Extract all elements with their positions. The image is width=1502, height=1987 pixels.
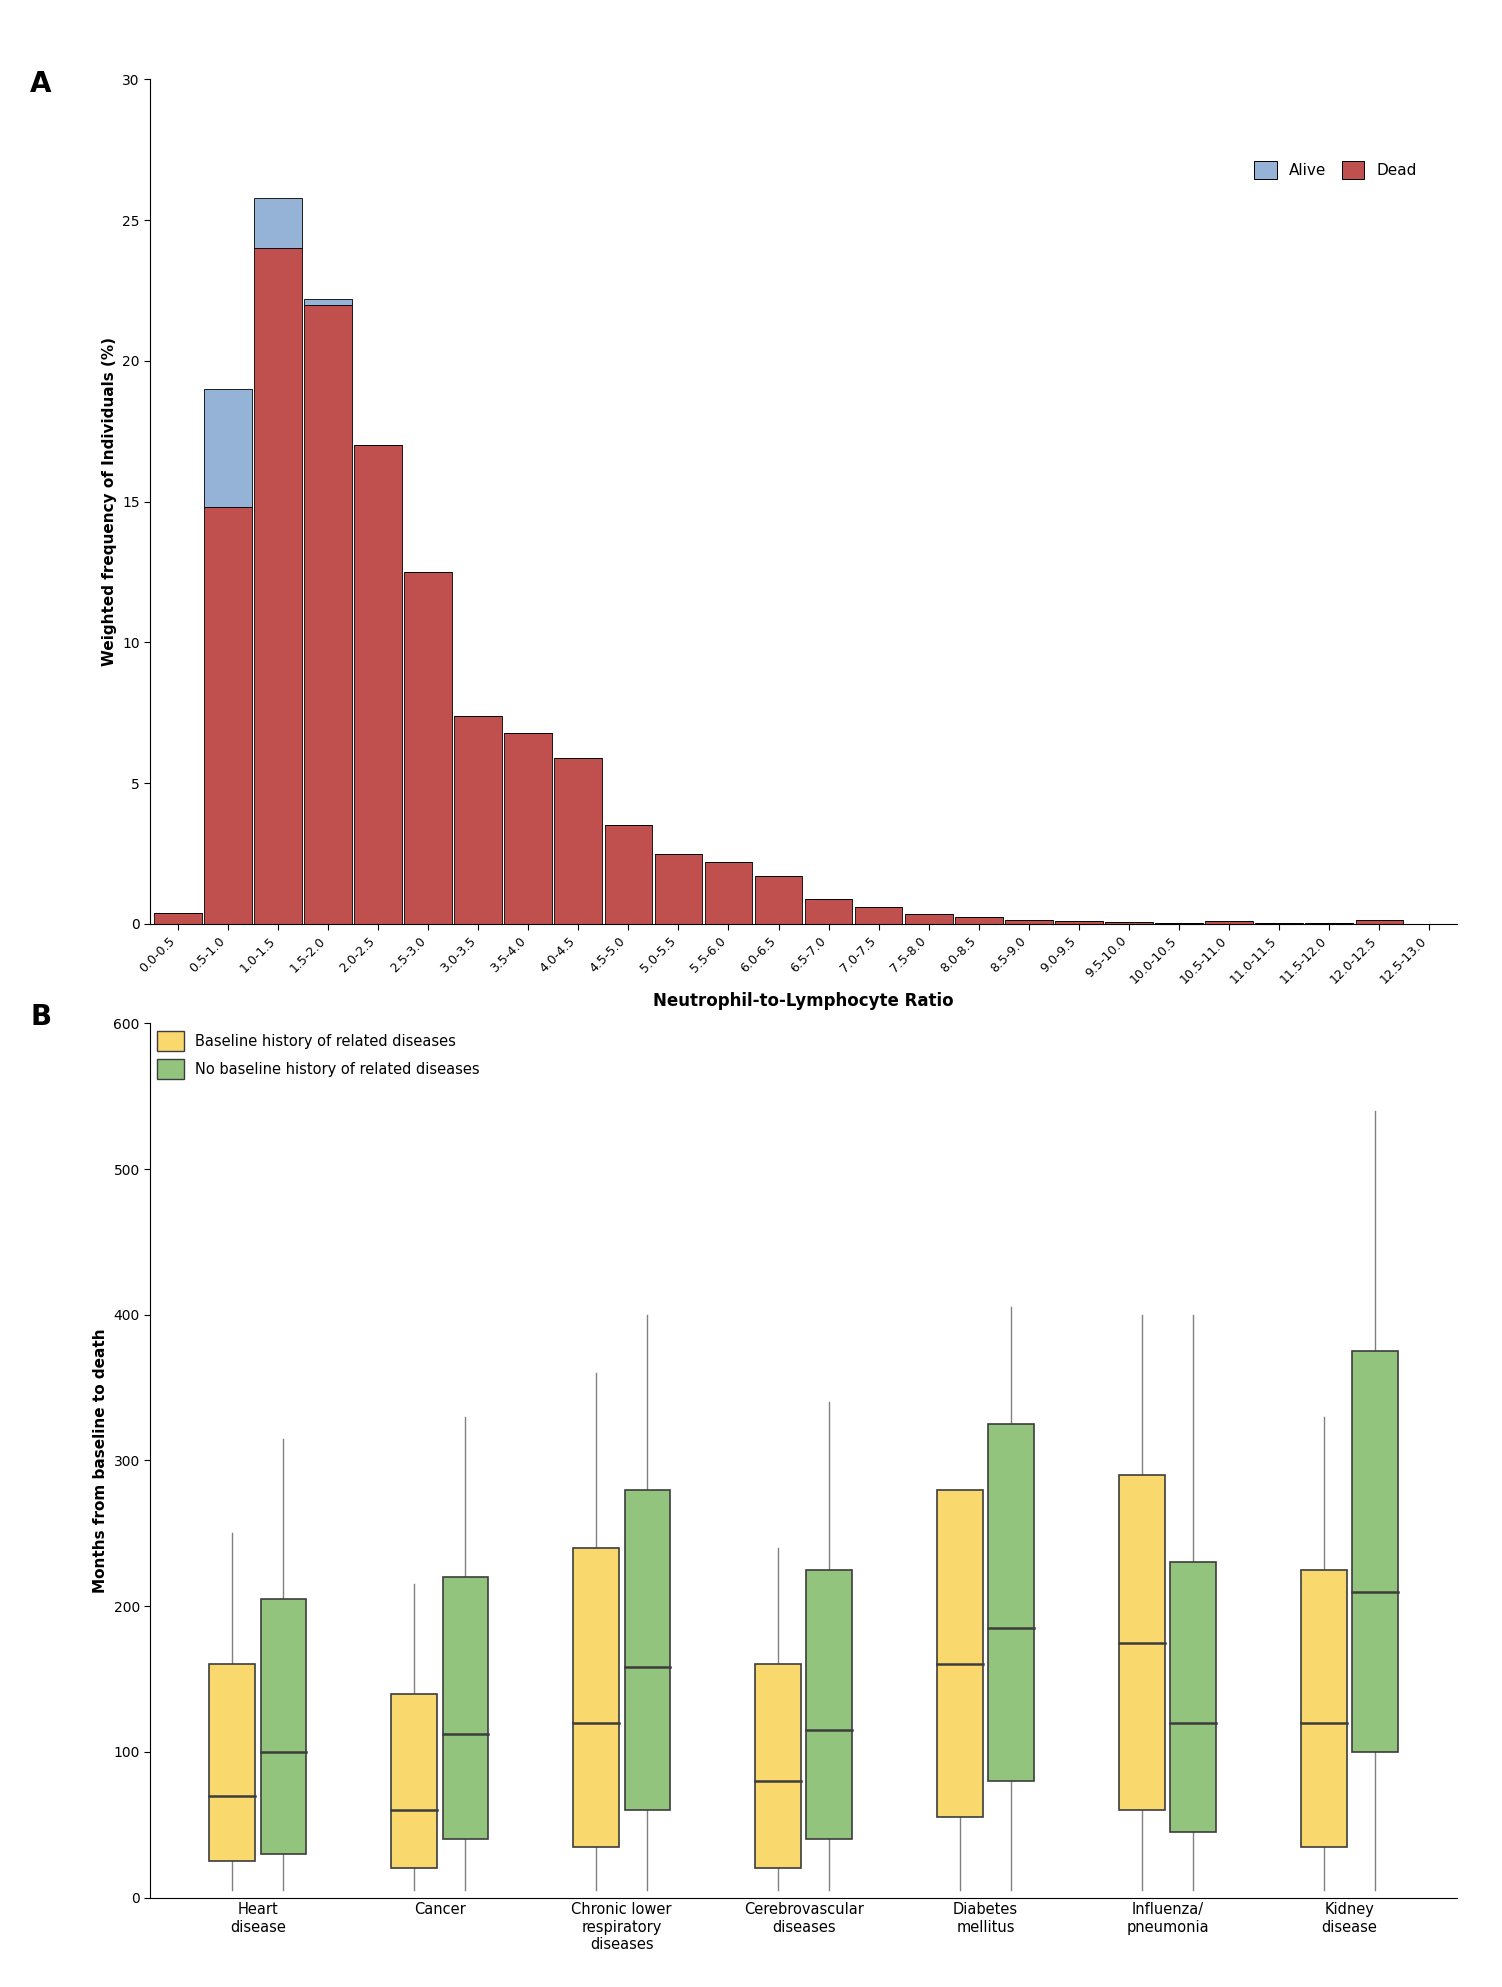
Bar: [443, 1578, 488, 1840]
Bar: [303, 304, 351, 924]
Bar: [1352, 1351, 1398, 1753]
Bar: [756, 876, 802, 924]
Text: A: A: [30, 70, 51, 97]
Bar: [805, 898, 853, 924]
Bar: [855, 906, 903, 924]
Bar: [261, 1600, 306, 1854]
Bar: [1105, 922, 1154, 924]
Bar: [988, 1425, 1033, 1780]
Bar: [209, 1665, 255, 1862]
Bar: [955, 916, 1003, 924]
Bar: [704, 862, 753, 924]
Text: B: B: [30, 1003, 51, 1031]
Bar: [303, 298, 351, 304]
Bar: [807, 1570, 852, 1840]
Bar: [605, 825, 652, 924]
Legend: Alive, Dead: Alive, Dead: [1248, 155, 1424, 185]
Bar: [1119, 1474, 1164, 1810]
Bar: [625, 1490, 670, 1810]
Bar: [1301, 1570, 1346, 1846]
Bar: [1054, 922, 1102, 924]
Bar: [904, 914, 952, 924]
Bar: [204, 389, 252, 507]
Bar: [254, 199, 302, 248]
Bar: [254, 248, 302, 924]
Bar: [1205, 920, 1253, 924]
Bar: [756, 1665, 801, 1868]
Y-axis label: Months from baseline to death: Months from baseline to death: [93, 1327, 108, 1594]
Legend: Baseline history of related diseases, No baseline history of related diseases: Baseline history of related diseases, No…: [158, 1031, 481, 1079]
Bar: [937, 1490, 982, 1818]
Bar: [455, 715, 502, 924]
Bar: [1170, 1562, 1215, 1832]
Bar: [1355, 920, 1403, 924]
Bar: [655, 854, 701, 924]
Bar: [354, 445, 403, 924]
Bar: [204, 507, 252, 924]
Bar: [392, 1693, 437, 1868]
X-axis label: Neutrophil-to-Lymphocyte Ratio: Neutrophil-to-Lymphocyte Ratio: [653, 992, 954, 1009]
Bar: [404, 572, 452, 924]
Bar: [155, 912, 201, 924]
Bar: [574, 1548, 619, 1846]
Bar: [505, 733, 553, 924]
Y-axis label: Weighted frequency of Individuals (%): Weighted frequency of Individuals (%): [102, 338, 117, 666]
Bar: [554, 757, 602, 924]
Bar: [1005, 920, 1053, 924]
